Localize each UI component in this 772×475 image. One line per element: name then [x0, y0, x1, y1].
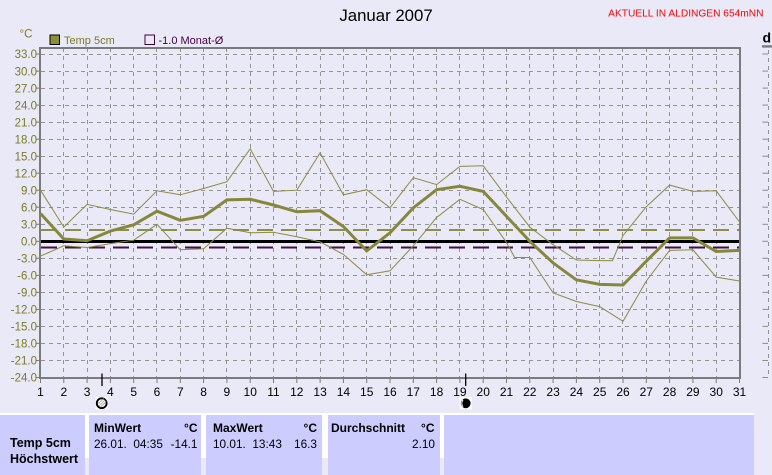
svg-text:d: d: [763, 29, 772, 45]
svg-text:27.0: 27.0: [15, 83, 37, 95]
svg-text:33.0: 33.0: [15, 49, 37, 61]
svg-text:4: 4: [107, 385, 114, 399]
svg-text:1: 1: [37, 385, 44, 399]
svg-text:16: 16: [383, 385, 397, 399]
svg-text:30: 30: [710, 385, 724, 399]
svg-text:20: 20: [477, 385, 491, 399]
svg-text:9.0: 9.0: [21, 185, 37, 197]
svg-text:24: 24: [570, 385, 584, 399]
svg-text:-3.0: -3.0: [17, 254, 37, 266]
svg-text:5: 5: [130, 385, 137, 399]
svg-text:7: 7: [177, 385, 184, 399]
svg-text:14: 14: [337, 385, 351, 399]
svg-text:21.0: 21.0: [15, 117, 37, 129]
svg-text:22: 22: [523, 385, 537, 399]
svg-text:26: 26: [616, 385, 630, 399]
svg-text:29: 29: [686, 385, 700, 399]
svg-text:-6.0: -6.0: [17, 271, 37, 283]
svg-text:-12.0: -12.0: [11, 305, 37, 317]
svg-text:6.0: 6.0: [21, 202, 37, 214]
svg-text:-21.0: -21.0: [11, 356, 37, 368]
svg-text:18: 18: [430, 385, 444, 399]
svg-text:2: 2: [60, 385, 67, 399]
svg-text:21: 21: [500, 385, 514, 399]
svg-text:8: 8: [200, 385, 207, 399]
svg-text:12: 12: [290, 385, 304, 399]
svg-text:15: 15: [360, 385, 374, 399]
svg-text:Temp 5cm: Temp 5cm: [64, 35, 115, 47]
svg-text:27: 27: [640, 385, 654, 399]
svg-text:25: 25: [593, 385, 607, 399]
svg-text:3.0: 3.0: [21, 220, 37, 232]
svg-text:-15.0: -15.0: [11, 322, 37, 334]
svg-text:24.0: 24.0: [15, 100, 37, 112]
svg-text:6: 6: [154, 385, 161, 399]
svg-text:Januar 2007: Januar 2007: [339, 6, 432, 25]
svg-text:11: 11: [267, 385, 280, 399]
svg-text:9: 9: [224, 385, 231, 399]
svg-text:12.0: 12.0: [15, 168, 37, 180]
svg-text:AKTUELL IN ALDINGEN 654mNN: AKTUELL IN ALDINGEN 654mNN: [608, 8, 763, 19]
svg-text:0.0: 0.0: [21, 237, 37, 249]
svg-text:13: 13: [313, 385, 327, 399]
svg-text:17: 17: [407, 385, 421, 399]
svg-text:15.0: 15.0: [15, 151, 37, 163]
svg-text:28: 28: [663, 385, 677, 399]
svg-text:-1.0 Monat-Ø: -1.0 Monat-Ø: [159, 35, 224, 47]
svg-text:30.0: 30.0: [15, 66, 37, 78]
svg-text:18.0: 18.0: [15, 134, 37, 146]
svg-text:-18.0: -18.0: [11, 339, 37, 351]
svg-text:10: 10: [244, 385, 258, 399]
svg-text:23: 23: [546, 385, 560, 399]
svg-text:°C: °C: [20, 28, 33, 40]
svg-text:3: 3: [84, 385, 91, 399]
svg-text:19: 19: [453, 385, 467, 399]
svg-text:-9.0: -9.0: [17, 288, 37, 300]
svg-text:31: 31: [733, 385, 747, 399]
svg-text:-24.0: -24.0: [11, 373, 37, 385]
